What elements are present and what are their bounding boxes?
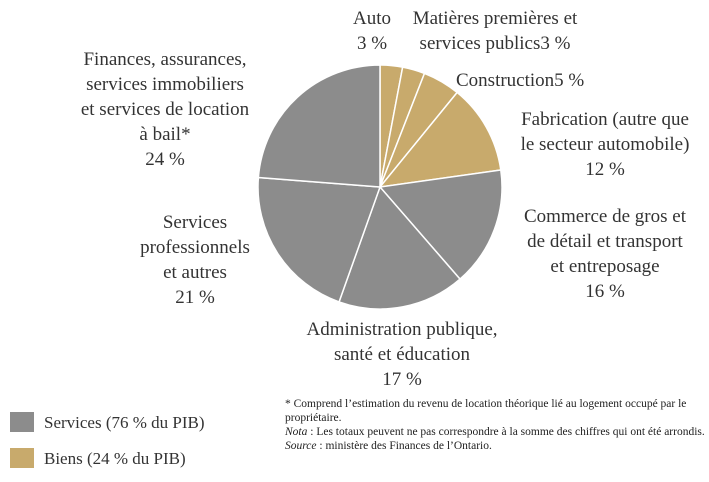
slice-label-line: de détail et transport [527,231,683,252]
slice-label-line: Finances, assurances, [83,49,246,70]
slice-label-line: services publics [420,33,541,54]
slice-label-line: Construction [456,70,555,91]
slice-label: et entreposage [550,256,659,277]
slice-label-line: à bail* [139,124,190,145]
slice-value-label: 24 % [145,149,185,170]
nota-label: Nota [285,426,308,438]
notes: * Comprend l’estimation du revenu de loc… [285,397,709,453]
slice-value-label: 3 % [540,33,570,54]
slice-label: Commerce de gros et [524,206,687,227]
slice-label: Fabrication (autre que [521,109,689,130]
slice-label-line: le secteur automobile) [521,134,690,155]
slice-label-line: et autres [163,262,227,283]
slice-value-label: 21 % [175,287,215,308]
nota-text: : Les totaux peuvent ne pas correspondre… [307,426,705,438]
slice-label-line: Matières premières et [413,8,578,29]
slice-label: Administration publique, [306,319,497,340]
legend-label: Services (76 % du PIB) [44,413,205,432]
slice-value-label: 5 % [554,70,584,91]
source-text: : ministère des Finances de l’Ontario. [316,440,492,452]
slice-label-line: santé et éducation [334,344,471,365]
slice-label: Matières premières et [413,8,578,29]
slice-label: et services de location [81,99,250,120]
slice-label-line: Commerce de gros et [524,206,687,227]
slice-label-line: Auto [353,8,391,29]
pie-slice [378,169,503,281]
slice-label: santé et éducation [334,344,471,365]
slice-label: Finances, assurances, [83,49,246,70]
source-label: Source [285,440,317,452]
pie-slice [257,176,382,303]
slice-label: le secteur automobile) [521,134,690,155]
slice-value-label: 12 % [585,159,625,180]
slice-label: Auto [353,8,391,29]
pie-slice [257,64,381,188]
slice-label: à bail* [139,124,190,145]
slice-label: et autres [163,262,227,283]
pie-slice [378,91,502,189]
slice-label-line: et services de location [81,99,250,120]
legend-swatch [10,448,34,468]
slice-label: Construction5 % [456,70,584,91]
legend-label: Biens (24 % du PIB) [44,449,186,468]
footnote: * Comprend l’estimation du revenu de loc… [285,398,687,424]
slice-label: de détail et transport [527,231,683,252]
slice-label: services immobiliers [86,74,244,95]
slice-value-label: 17 % [382,369,422,390]
slice-value-label: 16 % [585,281,625,302]
slice-label-line: Administration publique, [306,319,497,340]
slice-label-line: et entreposage [550,256,659,277]
slice-label-line: Fabrication (autre que [521,109,689,130]
slice-label: services publics3 % [420,33,571,54]
source: Source : ministère des Finances de l’Ont… [285,439,709,453]
slice-label-line: Services [163,212,227,233]
slice-label: professionnels [140,237,250,258]
slice-label-line: services immobiliers [86,74,244,95]
slice-label: Services [163,212,227,233]
slice-value-label: 3 % [357,33,387,54]
slice-label-line: professionnels [140,237,250,258]
nota: Nota : Les totaux peuvent ne pas corresp… [285,425,709,439]
legend-swatch [10,412,34,432]
